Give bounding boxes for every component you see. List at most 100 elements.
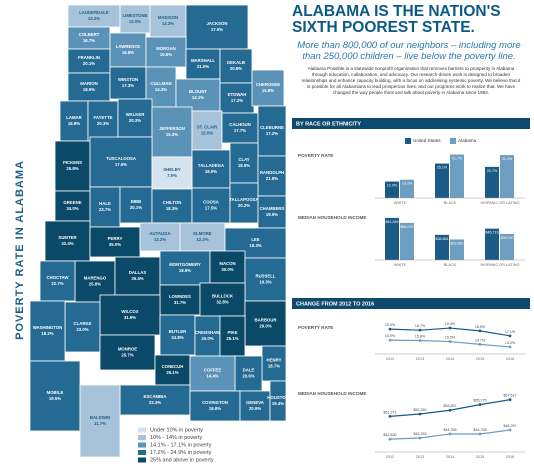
point xyxy=(478,432,482,436)
county-name: COFFEE xyxy=(204,368,222,373)
county-value: 24.8% xyxy=(171,335,183,340)
county-name: ETOWAH xyxy=(228,92,247,97)
county-name: BARBOUR xyxy=(255,318,278,323)
county-name: LAUDERDALE xyxy=(79,10,109,15)
county xyxy=(151,156,193,190)
county-value: 30.0% xyxy=(221,267,233,272)
county-name: RANDOLPH xyxy=(260,170,284,175)
point-value-label: $57,617 xyxy=(504,394,517,398)
county-value: 25.1% xyxy=(166,370,178,375)
county-value: 17.3% xyxy=(122,83,134,88)
county xyxy=(194,315,221,357)
county xyxy=(117,98,153,138)
chart-title: MEDIAN HOUSEHOLD INCOME xyxy=(298,391,366,396)
county xyxy=(119,186,153,224)
county-value: 21.8% xyxy=(266,176,278,181)
point-value-label: 14.7% xyxy=(475,338,486,342)
point-value-label: $46,257 xyxy=(504,424,517,428)
county-value: 25.8% xyxy=(66,166,78,171)
county xyxy=(159,284,201,316)
legend-swatch xyxy=(138,435,146,440)
county-name: MARSHALL xyxy=(191,58,215,63)
bar xyxy=(400,222,414,260)
county-name: LAWRENCE xyxy=(116,44,141,49)
county-name: CALHOUN xyxy=(229,122,250,127)
legend-swatch xyxy=(138,457,146,463)
county-name: TUSCALOOSA xyxy=(106,156,136,161)
county-value: 20.6% xyxy=(242,374,254,379)
county xyxy=(159,250,211,286)
county-name: COVINGTON xyxy=(202,400,228,405)
county-name: CRENSHAW xyxy=(195,330,221,335)
point-value-label: $52,250 xyxy=(414,408,427,412)
point xyxy=(508,428,512,432)
county xyxy=(269,380,287,422)
section-title: CHANGE FROM 2012 TO 2016 xyxy=(296,301,374,307)
point-value-label: 15.5% xyxy=(445,336,456,340)
county xyxy=(39,260,76,302)
county-name: SUMTER xyxy=(58,235,77,240)
x-tick-label: BLACK xyxy=(444,201,457,205)
county-name: COOSA xyxy=(203,200,219,205)
county-name: CHILTON xyxy=(163,200,182,205)
point xyxy=(418,436,422,440)
x-tick-label: 2014 xyxy=(446,357,454,361)
county-name: JACKSON xyxy=(206,21,227,26)
county-name: BLOUNT xyxy=(189,89,207,94)
county xyxy=(257,155,287,197)
point xyxy=(418,339,422,342)
county-value: 18.7% xyxy=(268,364,280,369)
bar-value-label: $38,000 xyxy=(501,236,514,240)
county-name: RUSSELL xyxy=(255,274,275,279)
county xyxy=(185,4,249,50)
county-value: 31.7% xyxy=(174,300,186,305)
county xyxy=(257,195,287,229)
point-value-label: $55,775 xyxy=(474,399,487,403)
county xyxy=(239,390,271,422)
county-value: 23.0% xyxy=(76,327,88,332)
county-value: 20.2% xyxy=(238,203,250,208)
county xyxy=(64,301,101,353)
county-name: CHAMBERS xyxy=(260,206,285,211)
legend-swatch xyxy=(405,138,411,144)
county-value: 13.2% xyxy=(88,16,100,21)
county-value: 18.5% xyxy=(83,87,95,92)
county-value: 17.6% xyxy=(115,162,127,167)
county-name: ESCAMBIA xyxy=(144,394,167,399)
county xyxy=(219,315,246,357)
county-value: 21.0% xyxy=(197,64,209,69)
bar-value-label: $45,719 xyxy=(486,231,499,235)
county-name: WILCOX xyxy=(121,309,138,314)
point-value-label: $43,253 xyxy=(414,432,427,436)
bar-value-label: $36,651 xyxy=(436,237,449,241)
county-value: 20.1% xyxy=(130,205,142,210)
legend-label: Under 10% in poverty xyxy=(150,427,203,433)
county-name: LOWNDES xyxy=(169,294,191,299)
county-name: COLBERT xyxy=(79,32,100,37)
county-value: 18.0% xyxy=(205,169,217,174)
legend-label: Alabama xyxy=(458,138,477,143)
point xyxy=(478,403,482,406)
county xyxy=(44,220,91,262)
legend-swatch xyxy=(138,450,146,455)
section-banner xyxy=(292,298,530,309)
x-tick-label: 2015 xyxy=(476,357,484,361)
county-name: GREENE xyxy=(63,200,81,205)
point xyxy=(448,432,452,436)
bar-value-label: $54,076 xyxy=(401,225,414,229)
county-name: BUTLER xyxy=(169,329,187,334)
county xyxy=(159,314,196,356)
x-tick-label: WHITE xyxy=(394,201,407,205)
point xyxy=(508,345,512,349)
county-value: 20.3% xyxy=(97,121,109,126)
point-value-label: $44,765 xyxy=(444,428,457,432)
section-banner xyxy=(292,118,530,129)
county xyxy=(29,300,66,362)
bar xyxy=(435,234,449,260)
county-value: 11.7% xyxy=(94,421,106,426)
bar xyxy=(450,154,464,198)
point xyxy=(388,414,392,418)
county-value: 18.9% xyxy=(238,163,250,168)
point-value-label: 15.9% xyxy=(385,334,396,338)
county-name: CULLMAN xyxy=(150,81,171,86)
